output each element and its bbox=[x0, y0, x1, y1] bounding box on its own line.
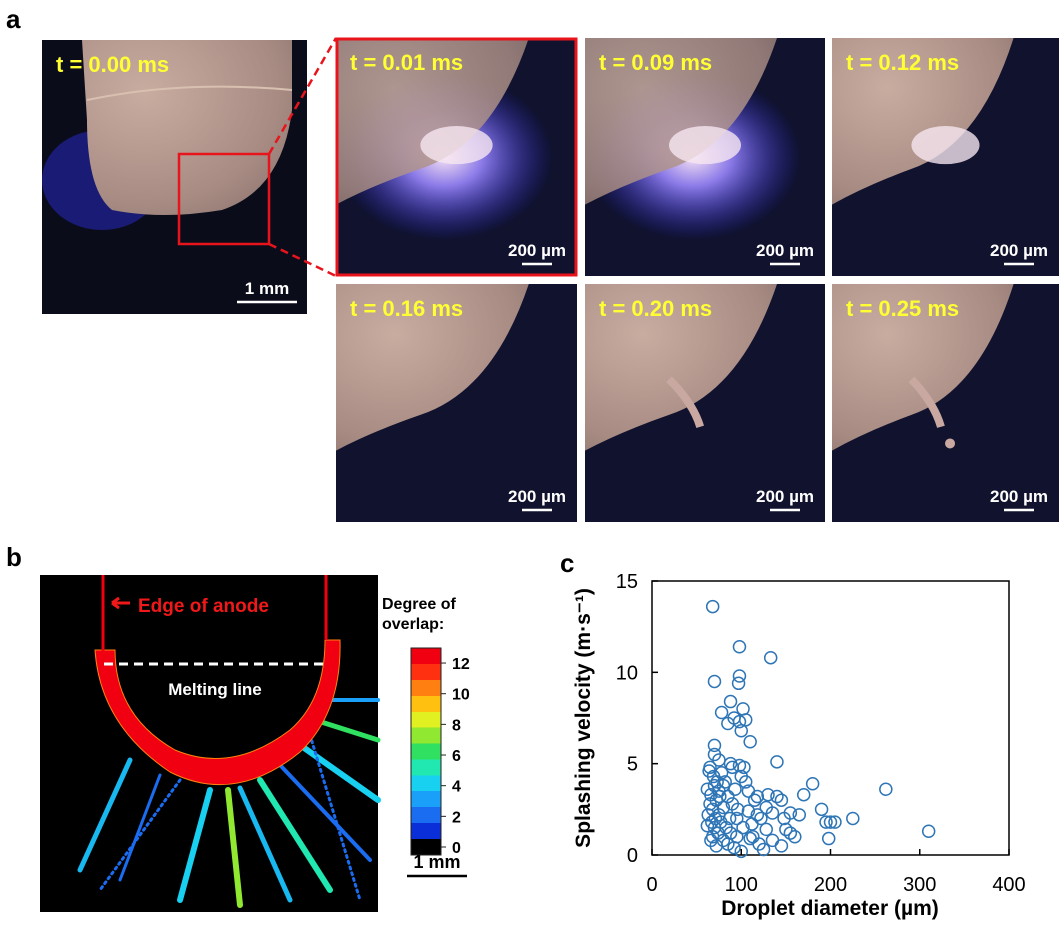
annotation: Melting line bbox=[168, 680, 262, 699]
point bbox=[755, 812, 767, 824]
time-label: t = 0.01 ms bbox=[350, 50, 463, 75]
hot-spot bbox=[911, 126, 979, 164]
time-label: t = 0.20 ms bbox=[599, 296, 712, 321]
x-tick-label: 400 bbox=[992, 874, 1025, 896]
point bbox=[771, 756, 783, 768]
point bbox=[707, 601, 719, 613]
photo-frame: t = 0.00 ms 1 mm bbox=[42, 40, 307, 314]
point bbox=[733, 677, 745, 689]
x-tick-label: 200 bbox=[814, 874, 847, 896]
hot-spot bbox=[420, 126, 492, 164]
panel-label: a bbox=[6, 4, 21, 34]
point bbox=[798, 789, 810, 801]
point bbox=[737, 703, 749, 715]
y-axis-label: Splashing velocity (m·s⁻¹) bbox=[572, 588, 595, 848]
droplet bbox=[945, 438, 955, 448]
y-tick-label: 5 bbox=[627, 754, 638, 776]
photo-frame: t = 0.12 ms 200 µm bbox=[832, 38, 1059, 276]
point bbox=[735, 725, 747, 737]
plot-frame bbox=[652, 581, 1009, 855]
time-label: t = 0.16 ms bbox=[350, 296, 463, 321]
point bbox=[716, 707, 728, 719]
colorbar-title-box: Degree of overlap: bbox=[382, 595, 482, 645]
colorbar-title: Degree of overlap: bbox=[382, 595, 478, 635]
x-tick-label: 300 bbox=[903, 874, 936, 896]
photo-frame: t = 0.09 ms 200 µm bbox=[585, 38, 825, 276]
point bbox=[733, 641, 745, 653]
point bbox=[880, 783, 892, 795]
point bbox=[760, 823, 772, 835]
photo-frame: t = 0.20 ms 200 µm bbox=[585, 284, 825, 522]
time-label: t = 0.25 ms bbox=[846, 296, 959, 321]
scale-label: 200 µm bbox=[756, 241, 814, 260]
colorbar-ticks: 024681012 bbox=[441, 656, 470, 857]
figure: a b c t = 0.00 ms1 mmt = 0.01 ms200 µmt … bbox=[0, 0, 1059, 934]
scatter-chart: Droplet diameter (µm) Splashing velocity… bbox=[572, 571, 1026, 920]
colorbar-tick-label: 10 bbox=[452, 687, 470, 704]
colorbar-tick-label: 4 bbox=[452, 779, 461, 796]
point bbox=[847, 812, 859, 824]
scale-label: 200 µm bbox=[990, 241, 1048, 260]
colorbar-tick-label: 2 bbox=[452, 809, 461, 826]
scale-label: 200 µm bbox=[508, 487, 566, 506]
scale-label: 200 µm bbox=[756, 487, 814, 506]
panel-label: b bbox=[6, 542, 22, 572]
y-tick-label: 15 bbox=[616, 571, 638, 593]
time-label: t = 0.00 ms bbox=[56, 52, 169, 77]
point bbox=[762, 789, 774, 801]
photo-frame: t = 0.01 ms 200 µm bbox=[336, 38, 577, 276]
scale-label: 200 µm bbox=[990, 487, 1048, 506]
point bbox=[923, 825, 935, 837]
colorbar-tick-label: 8 bbox=[452, 717, 461, 734]
point bbox=[708, 675, 720, 687]
photo-frame: t = 0.16 ms 200 µm bbox=[336, 284, 577, 522]
overlap-map bbox=[40, 575, 378, 912]
x-axis-label: Droplet diameter (µm) bbox=[721, 897, 938, 920]
colorbar bbox=[411, 648, 441, 855]
x-tick-label: 0 bbox=[646, 874, 657, 896]
point bbox=[823, 833, 835, 845]
point bbox=[766, 834, 778, 846]
y-tick-label: 0 bbox=[627, 845, 638, 867]
time-label: t = 0.12 ms bbox=[846, 50, 959, 75]
photo-frame: t = 0.25 ms 200 µm bbox=[832, 284, 1059, 522]
point bbox=[775, 840, 787, 852]
point bbox=[725, 696, 737, 708]
point bbox=[807, 778, 819, 790]
point bbox=[725, 758, 737, 770]
y-tick-label: 10 bbox=[616, 662, 638, 684]
panel-label: c bbox=[560, 548, 574, 578]
annotation: Edge of anode bbox=[138, 596, 269, 617]
scale-label: 200 µm bbox=[508, 241, 566, 260]
point bbox=[765, 652, 777, 664]
point bbox=[816, 803, 828, 815]
colorbar-tick-label: 6 bbox=[452, 748, 461, 765]
scale-label: 1 mm bbox=[413, 852, 460, 872]
point bbox=[744, 736, 756, 748]
colorbar-tick-label: 12 bbox=[452, 656, 470, 673]
scale-label: 1 mm bbox=[245, 279, 289, 298]
time-label: t = 0.09 ms bbox=[599, 50, 712, 75]
hot-spot bbox=[669, 126, 741, 164]
x-tick-label: 100 bbox=[725, 874, 758, 896]
point bbox=[751, 791, 763, 803]
